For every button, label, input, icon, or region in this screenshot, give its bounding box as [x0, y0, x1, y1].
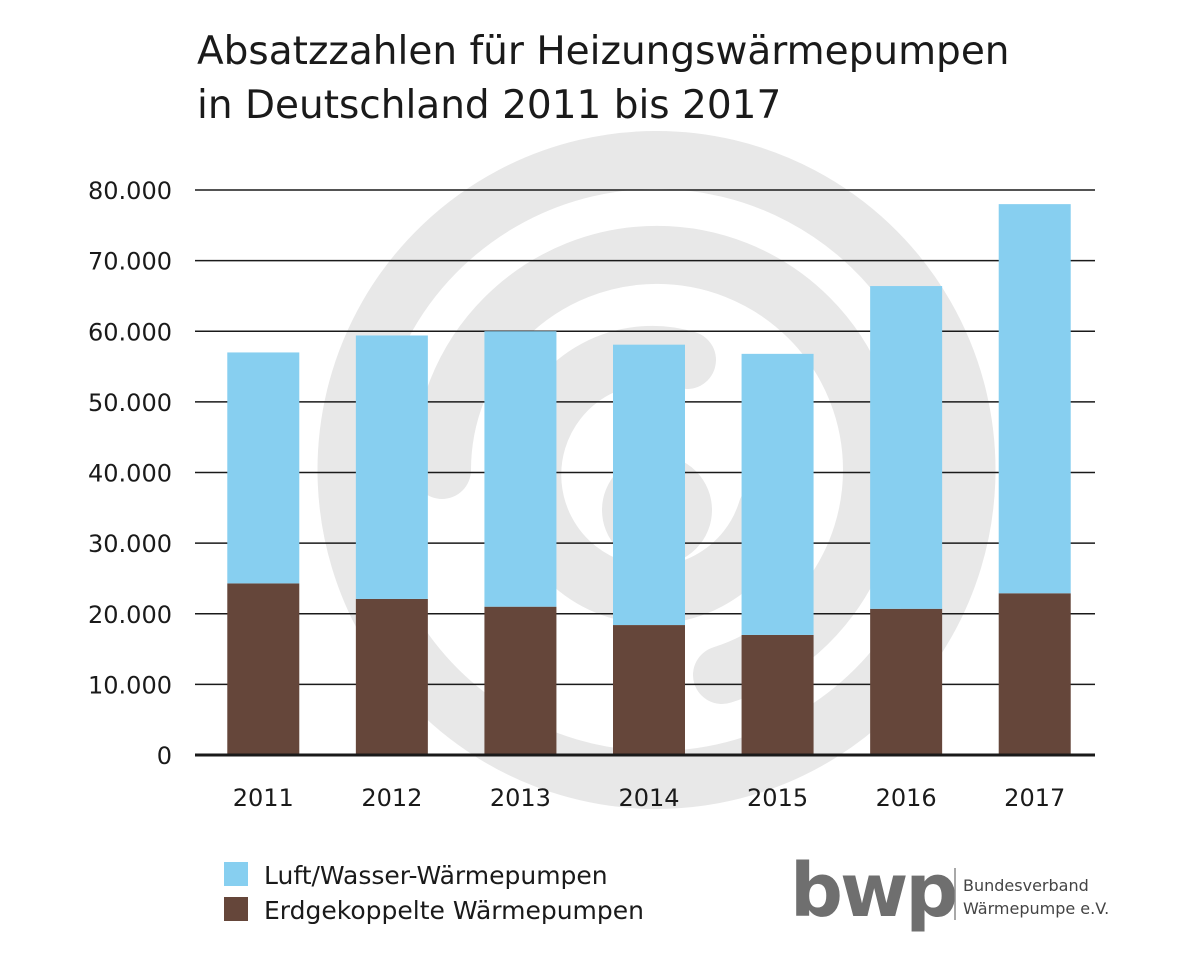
bar-segment-luft-wasser-2016: [870, 286, 943, 609]
legend-swatch-erdgekoppelt: [224, 897, 248, 921]
bar-segment-luft-wasser-2012: [355, 335, 428, 599]
x-tick-label: 2016: [876, 784, 937, 812]
bar-segment-luft-wasser-2014: [613, 344, 685, 626]
y-tick-label: 80.000: [88, 177, 172, 205]
y-tick-label: 10.000: [88, 671, 172, 699]
chart-title-line-2: in Deutschland 2011 bis 2017: [197, 83, 781, 128]
bar-segment-luft-wasser-2013: [484, 331, 557, 607]
bar-segment-erdgekoppelt-2014: [613, 625, 685, 755]
bar-segment-luft-wasser-2017: [998, 204, 1071, 594]
bars: [227, 204, 1071, 755]
x-axis-ticks: 2011 2012 2013 2014 2015 2016 2017: [233, 784, 1066, 812]
logo-mark: bwp: [790, 848, 955, 934]
legend-swatch-luft-wasser: [224, 862, 248, 886]
y-axis-ticks: 0 10.000 20.000 30.000 40.000 50.000 60.000 70.…: [88, 177, 172, 770]
bwp-logo: bwp Bundesverband Wärmepumpe e.V.: [790, 848, 1109, 934]
chart-title-line-1: Absatzzahlen für Heizungswärmepumpen: [197, 29, 1010, 74]
x-tick-label: 2013: [490, 784, 551, 812]
x-tick-label: 2014: [618, 784, 679, 812]
y-tick-label: 20.000: [88, 601, 172, 629]
x-tick-label: 2011: [233, 784, 294, 812]
y-tick-label: 30.000: [88, 530, 172, 558]
legend-label-luft-wasser: Luft/Wasser-Wärmepumpen: [264, 861, 608, 890]
y-tick-label: 60.000: [88, 318, 172, 346]
y-tick-label: 70.000: [88, 248, 172, 276]
y-tick-label: 0: [157, 742, 172, 770]
y-tick-label: 50.000: [88, 389, 172, 417]
logo-line-2: Wärmepumpe e.V.: [963, 899, 1109, 918]
bar-segment-erdgekoppelt-2016: [870, 608, 943, 755]
bar-segment-luft-wasser-2015: [741, 353, 814, 635]
bar-segment-erdgekoppelt-2017: [998, 593, 1071, 755]
legend-label-erdgekoppelt: Erdgekoppelte Wärmepumpen: [264, 896, 644, 925]
y-tick-label: 40.000: [88, 460, 172, 488]
bar-segment-erdgekoppelt-2012: [355, 598, 428, 755]
bar-segment-erdgekoppelt-2015: [741, 634, 814, 755]
legend: Luft/Wasser-Wärmepumpen Erdgekoppelte Wä…: [224, 861, 644, 925]
x-tick-label: 2015: [747, 784, 808, 812]
x-tick-label: 2017: [1004, 784, 1065, 812]
bar-segment-erdgekoppelt-2013: [484, 606, 557, 755]
bar-segment-luft-wasser-2011: [227, 352, 300, 584]
bar-segment-erdgekoppelt-2011: [227, 583, 300, 755]
x-tick-label: 2012: [361, 784, 422, 812]
logo-line-1: Bundesverband: [963, 876, 1089, 895]
